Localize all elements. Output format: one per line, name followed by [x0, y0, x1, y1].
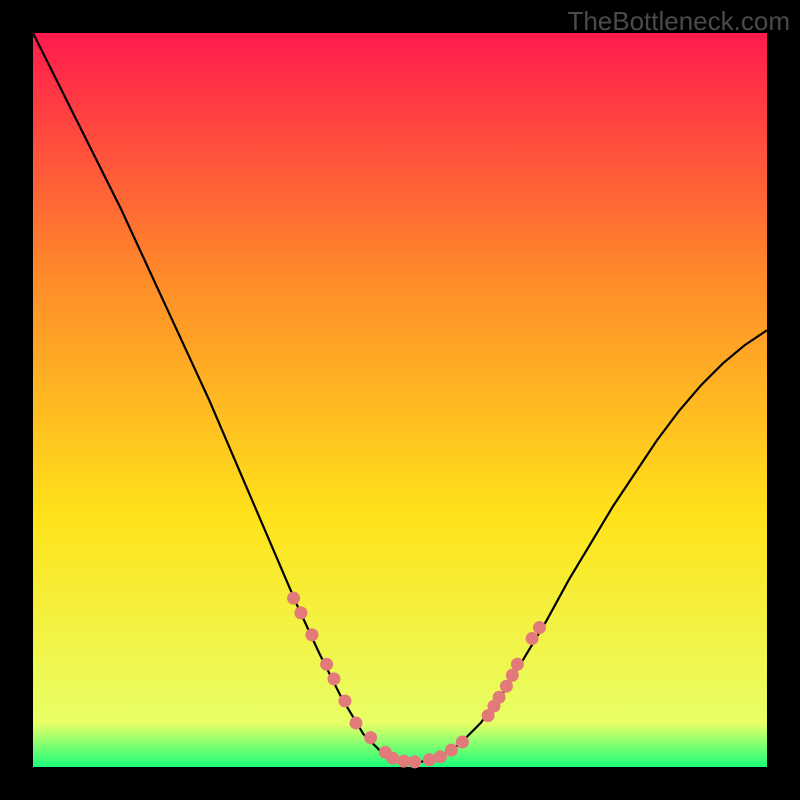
bottleneck-curve — [33, 33, 767, 763]
data-point — [511, 658, 524, 671]
data-point — [408, 755, 421, 768]
data-point — [500, 680, 513, 693]
data-point — [327, 672, 340, 685]
data-point — [294, 606, 307, 619]
data-point — [287, 592, 300, 605]
watermark-text: TheBottleneck.com — [567, 6, 790, 37]
data-point — [445, 744, 458, 757]
data-point — [493, 691, 506, 704]
chart-svg — [33, 33, 767, 767]
data-point — [526, 632, 539, 645]
data-point — [397, 755, 410, 768]
data-point — [364, 731, 377, 744]
data-point — [533, 621, 546, 634]
data-point — [305, 628, 318, 641]
chart-frame: TheBottleneck.com — [0, 0, 800, 800]
data-point — [320, 658, 333, 671]
data-point — [423, 753, 436, 766]
data-markers — [287, 592, 546, 769]
data-point — [338, 694, 351, 707]
data-point — [456, 736, 469, 749]
plot-area — [33, 33, 767, 767]
data-point — [434, 750, 447, 763]
data-point — [386, 752, 399, 765]
data-point — [349, 716, 362, 729]
